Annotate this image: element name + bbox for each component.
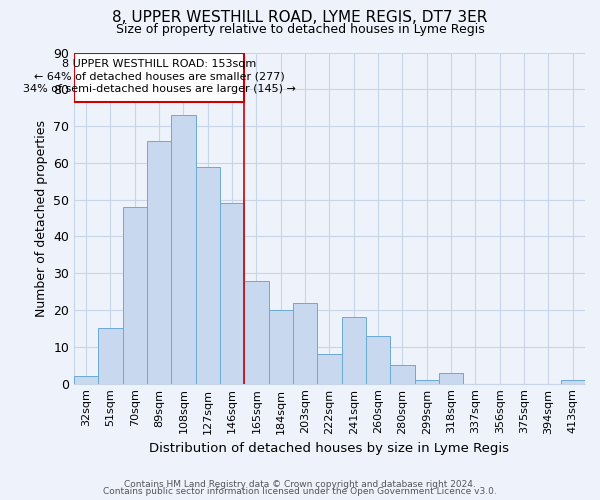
FancyBboxPatch shape bbox=[74, 52, 244, 102]
Text: ← 64% of detached houses are smaller (277): ← 64% of detached houses are smaller (27… bbox=[34, 72, 284, 82]
Bar bbox=[341, 318, 366, 384]
Bar bbox=[244, 280, 269, 384]
Bar bbox=[147, 141, 171, 384]
Bar bbox=[220, 204, 244, 384]
Bar bbox=[366, 336, 391, 384]
Text: 34% of semi-detached houses are larger (145) →: 34% of semi-detached houses are larger (… bbox=[23, 84, 296, 94]
Bar bbox=[122, 207, 147, 384]
Text: Size of property relative to detached houses in Lyme Regis: Size of property relative to detached ho… bbox=[116, 22, 484, 36]
Text: Contains public sector information licensed under the Open Government Licence v3: Contains public sector information licen… bbox=[103, 487, 497, 496]
Bar bbox=[269, 310, 293, 384]
Bar bbox=[196, 166, 220, 384]
Text: Contains HM Land Registry data © Crown copyright and database right 2024.: Contains HM Land Registry data © Crown c… bbox=[124, 480, 476, 489]
Bar bbox=[415, 380, 439, 384]
Bar bbox=[171, 115, 196, 384]
Bar bbox=[317, 354, 341, 384]
Bar bbox=[293, 302, 317, 384]
Bar bbox=[391, 366, 415, 384]
Bar bbox=[98, 328, 122, 384]
Bar bbox=[74, 376, 98, 384]
Text: 8, UPPER WESTHILL ROAD, LYME REGIS, DT7 3ER: 8, UPPER WESTHILL ROAD, LYME REGIS, DT7 … bbox=[112, 10, 488, 25]
Bar bbox=[439, 372, 463, 384]
Text: 8 UPPER WESTHILL ROAD: 153sqm: 8 UPPER WESTHILL ROAD: 153sqm bbox=[62, 58, 256, 68]
Y-axis label: Number of detached properties: Number of detached properties bbox=[35, 120, 47, 316]
X-axis label: Distribution of detached houses by size in Lyme Regis: Distribution of detached houses by size … bbox=[149, 442, 509, 455]
Bar bbox=[560, 380, 585, 384]
